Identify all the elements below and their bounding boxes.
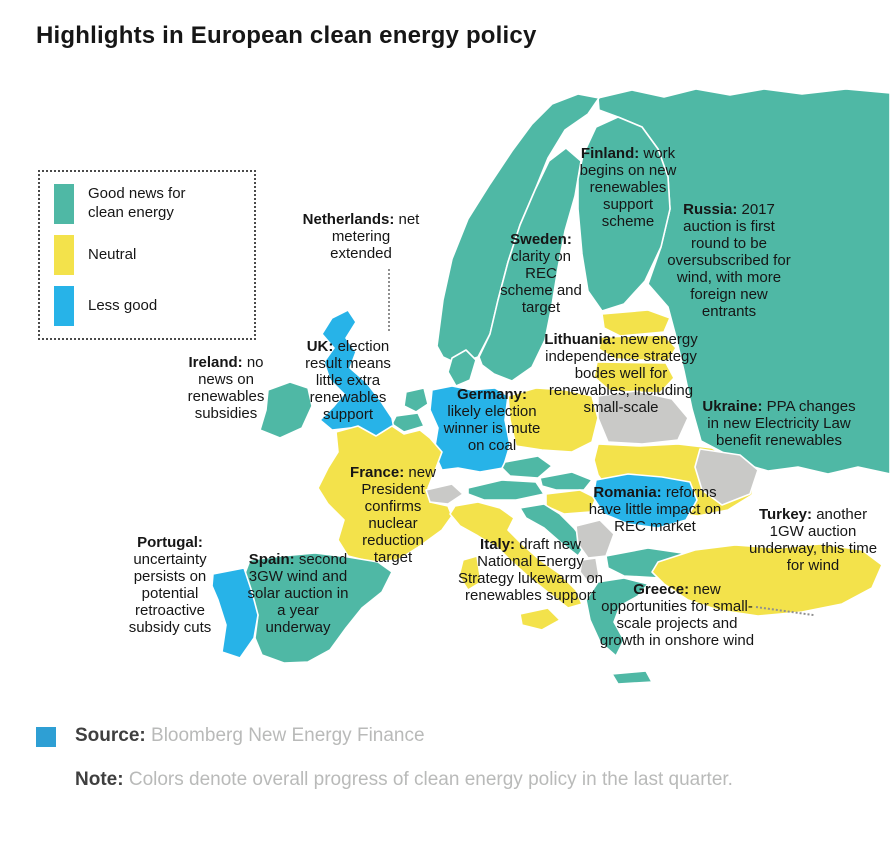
region-belarus: [597, 390, 689, 445]
region-netherlands: [403, 387, 429, 413]
region-turkey: [651, 543, 883, 617]
legend-item-good: Good news for clean energy: [54, 184, 240, 224]
region-switzerland: [425, 483, 464, 505]
region-crete: [611, 670, 653, 685]
label-finland-text: work begins on new renewables support sc…: [579, 145, 677, 230]
note-label: Note:: [75, 768, 124, 790]
label-turkey: Turkey: another 1GW auction underway, th…: [744, 506, 882, 575]
region-portugal: [211, 567, 259, 659]
region-moldova: [694, 448, 759, 506]
label-ireland-text: no news on renewables subsidies: [187, 354, 265, 422]
region-poland: [507, 387, 599, 453]
label-germany-country: Germany:: [456, 386, 528, 403]
source-value: Bloomberg New Energy Finance: [151, 725, 425, 746]
less-good-swatch: [54, 286, 74, 326]
source-line: Source: Bloomberg New Energy Finance: [75, 724, 865, 748]
region-sweden: [478, 147, 582, 382]
label-turkey-country: Turkey:: [758, 506, 813, 523]
leader-line-netherlands: [388, 269, 390, 331]
label-netherlands-text: net metering extended: [330, 211, 420, 262]
label-sweden-text: clarity on REC scheme and target: [500, 247, 582, 316]
label-ireland-country: Ireland:: [188, 354, 243, 371]
label-sweden-country: Sweden:: [510, 231, 572, 248]
label-lithuania-country: Lithuania:: [544, 331, 616, 348]
label-romania: Romania: reforms have little impact on R…: [581, 484, 729, 536]
region-italy: [449, 501, 583, 609]
region-albania: [579, 557, 600, 583]
region-romania: [592, 473, 698, 529]
label-ireland: Ireland: no news on renewables subsidies: [170, 354, 282, 423]
label-finland: Finland: work begins on new renewables s…: [577, 145, 679, 231]
note-line: Note: Colors denote overall progress of …: [75, 758, 865, 803]
label-ukraine-text: PPA changes in new Electricity Law benef…: [707, 398, 856, 449]
label-france-text: new President confirms nuclear reduction…: [361, 464, 436, 566]
label-greece-text: new opportunities for small-scale projec…: [599, 581, 755, 649]
region-austria: [467, 479, 545, 501]
label-ukraine: Ukraine: PPA changes in new Electricity …: [695, 398, 863, 450]
label-ukraine-country: Ukraine:: [702, 398, 763, 415]
region-denmark: [447, 349, 477, 387]
label-uk-country: UK:: [306, 338, 334, 355]
label-germany-text: likely election winner is mute on coal: [443, 402, 541, 454]
region-ireland: [259, 381, 313, 439]
label-greece-country: Greece:: [633, 581, 690, 598]
region-czech-republic: [501, 455, 553, 479]
label-romania-text: reforms have little impact on REC market: [588, 484, 722, 535]
label-france: France: new President confirms nuclear r…: [341, 464, 445, 567]
region-greece: [585, 577, 649, 657]
label-italy: Italy: draft new National Energy Strateg…: [453, 536, 608, 605]
legend: Good news for clean energy Neutral Less …: [38, 170, 256, 340]
good-news-swatch: [54, 184, 74, 224]
label-spain-country: Spain:: [248, 551, 295, 568]
legend-label-less-good: Less good: [88, 296, 158, 314]
label-netherlands-country: Netherlands:: [302, 211, 395, 228]
source-bullet-icon: [36, 727, 56, 747]
label-sweden: Sweden: clarity on REC scheme and target: [497, 231, 585, 317]
legend-item-neutral: Neutral: [54, 235, 240, 275]
label-russia-country: Russia:: [683, 201, 738, 218]
label-uk: UK: election result means little extra r…: [294, 338, 402, 424]
label-spain: Spain: second 3GW wind and solar auction…: [244, 551, 352, 637]
label-spain-text: second 3GW wind and solar auction in a y…: [247, 551, 349, 636]
note-value: Colors denote overall progress of clean …: [128, 768, 733, 790]
region-slovakia: [539, 471, 593, 491]
label-greece: Greece: new opportunities for small-scal…: [598, 581, 756, 650]
legend-label-good: Good news for clean energy: [88, 185, 186, 221]
label-france-country: France:: [350, 464, 405, 481]
region-lithuania: [593, 361, 675, 394]
label-lithuania-text: new energy independence strategy bodes w…: [545, 331, 698, 416]
label-portugal-country: Portugal:: [137, 534, 203, 551]
label-romania-country: Romania:: [593, 484, 662, 501]
region-sicily: [519, 607, 561, 631]
label-portugal-text: uncertainty persists on potential retroa…: [128, 550, 212, 636]
label-turkey-text: another 1GW auction underway, this time …: [748, 506, 878, 574]
label-lithuania: Lithuania: new energy independence strat…: [535, 331, 707, 417]
footer: Source: Bloomberg New Energy Finance Not…: [36, 724, 872, 802]
label-netherlands: Netherlands: net metering extended: [300, 211, 422, 263]
page-title: Highlights in European clean energy poli…: [36, 22, 537, 49]
footer-text: Source: Bloomberg New Energy Finance Not…: [75, 724, 865, 802]
region-finland: [577, 116, 671, 312]
legend-item-less-good: Less good: [54, 286, 240, 326]
label-portugal: Portugal: uncertainty persists on potent…: [121, 534, 219, 637]
label-uk-text: election result means little extra renew…: [305, 338, 391, 423]
label-italy-text: draft new National Energy Strategy lukew…: [457, 536, 604, 604]
region-estonia: [601, 309, 671, 337]
label-finland-country: Finland:: [580, 145, 640, 162]
region-latvia: [598, 334, 677, 362]
label-italy-country: Italy:: [480, 536, 516, 553]
region-sardinia: [458, 555, 482, 591]
label-germany: Germany: likely election winner is mute …: [440, 386, 544, 455]
label-russia-text: 2017 auction is first round to be oversu…: [667, 201, 791, 320]
source-label: Source:: [75, 725, 146, 746]
neutral-swatch: [54, 235, 74, 275]
label-russia: Russia: 2017 auction is first round to b…: [666, 201, 792, 321]
legend-label-neutral: Neutral: [88, 245, 137, 263]
